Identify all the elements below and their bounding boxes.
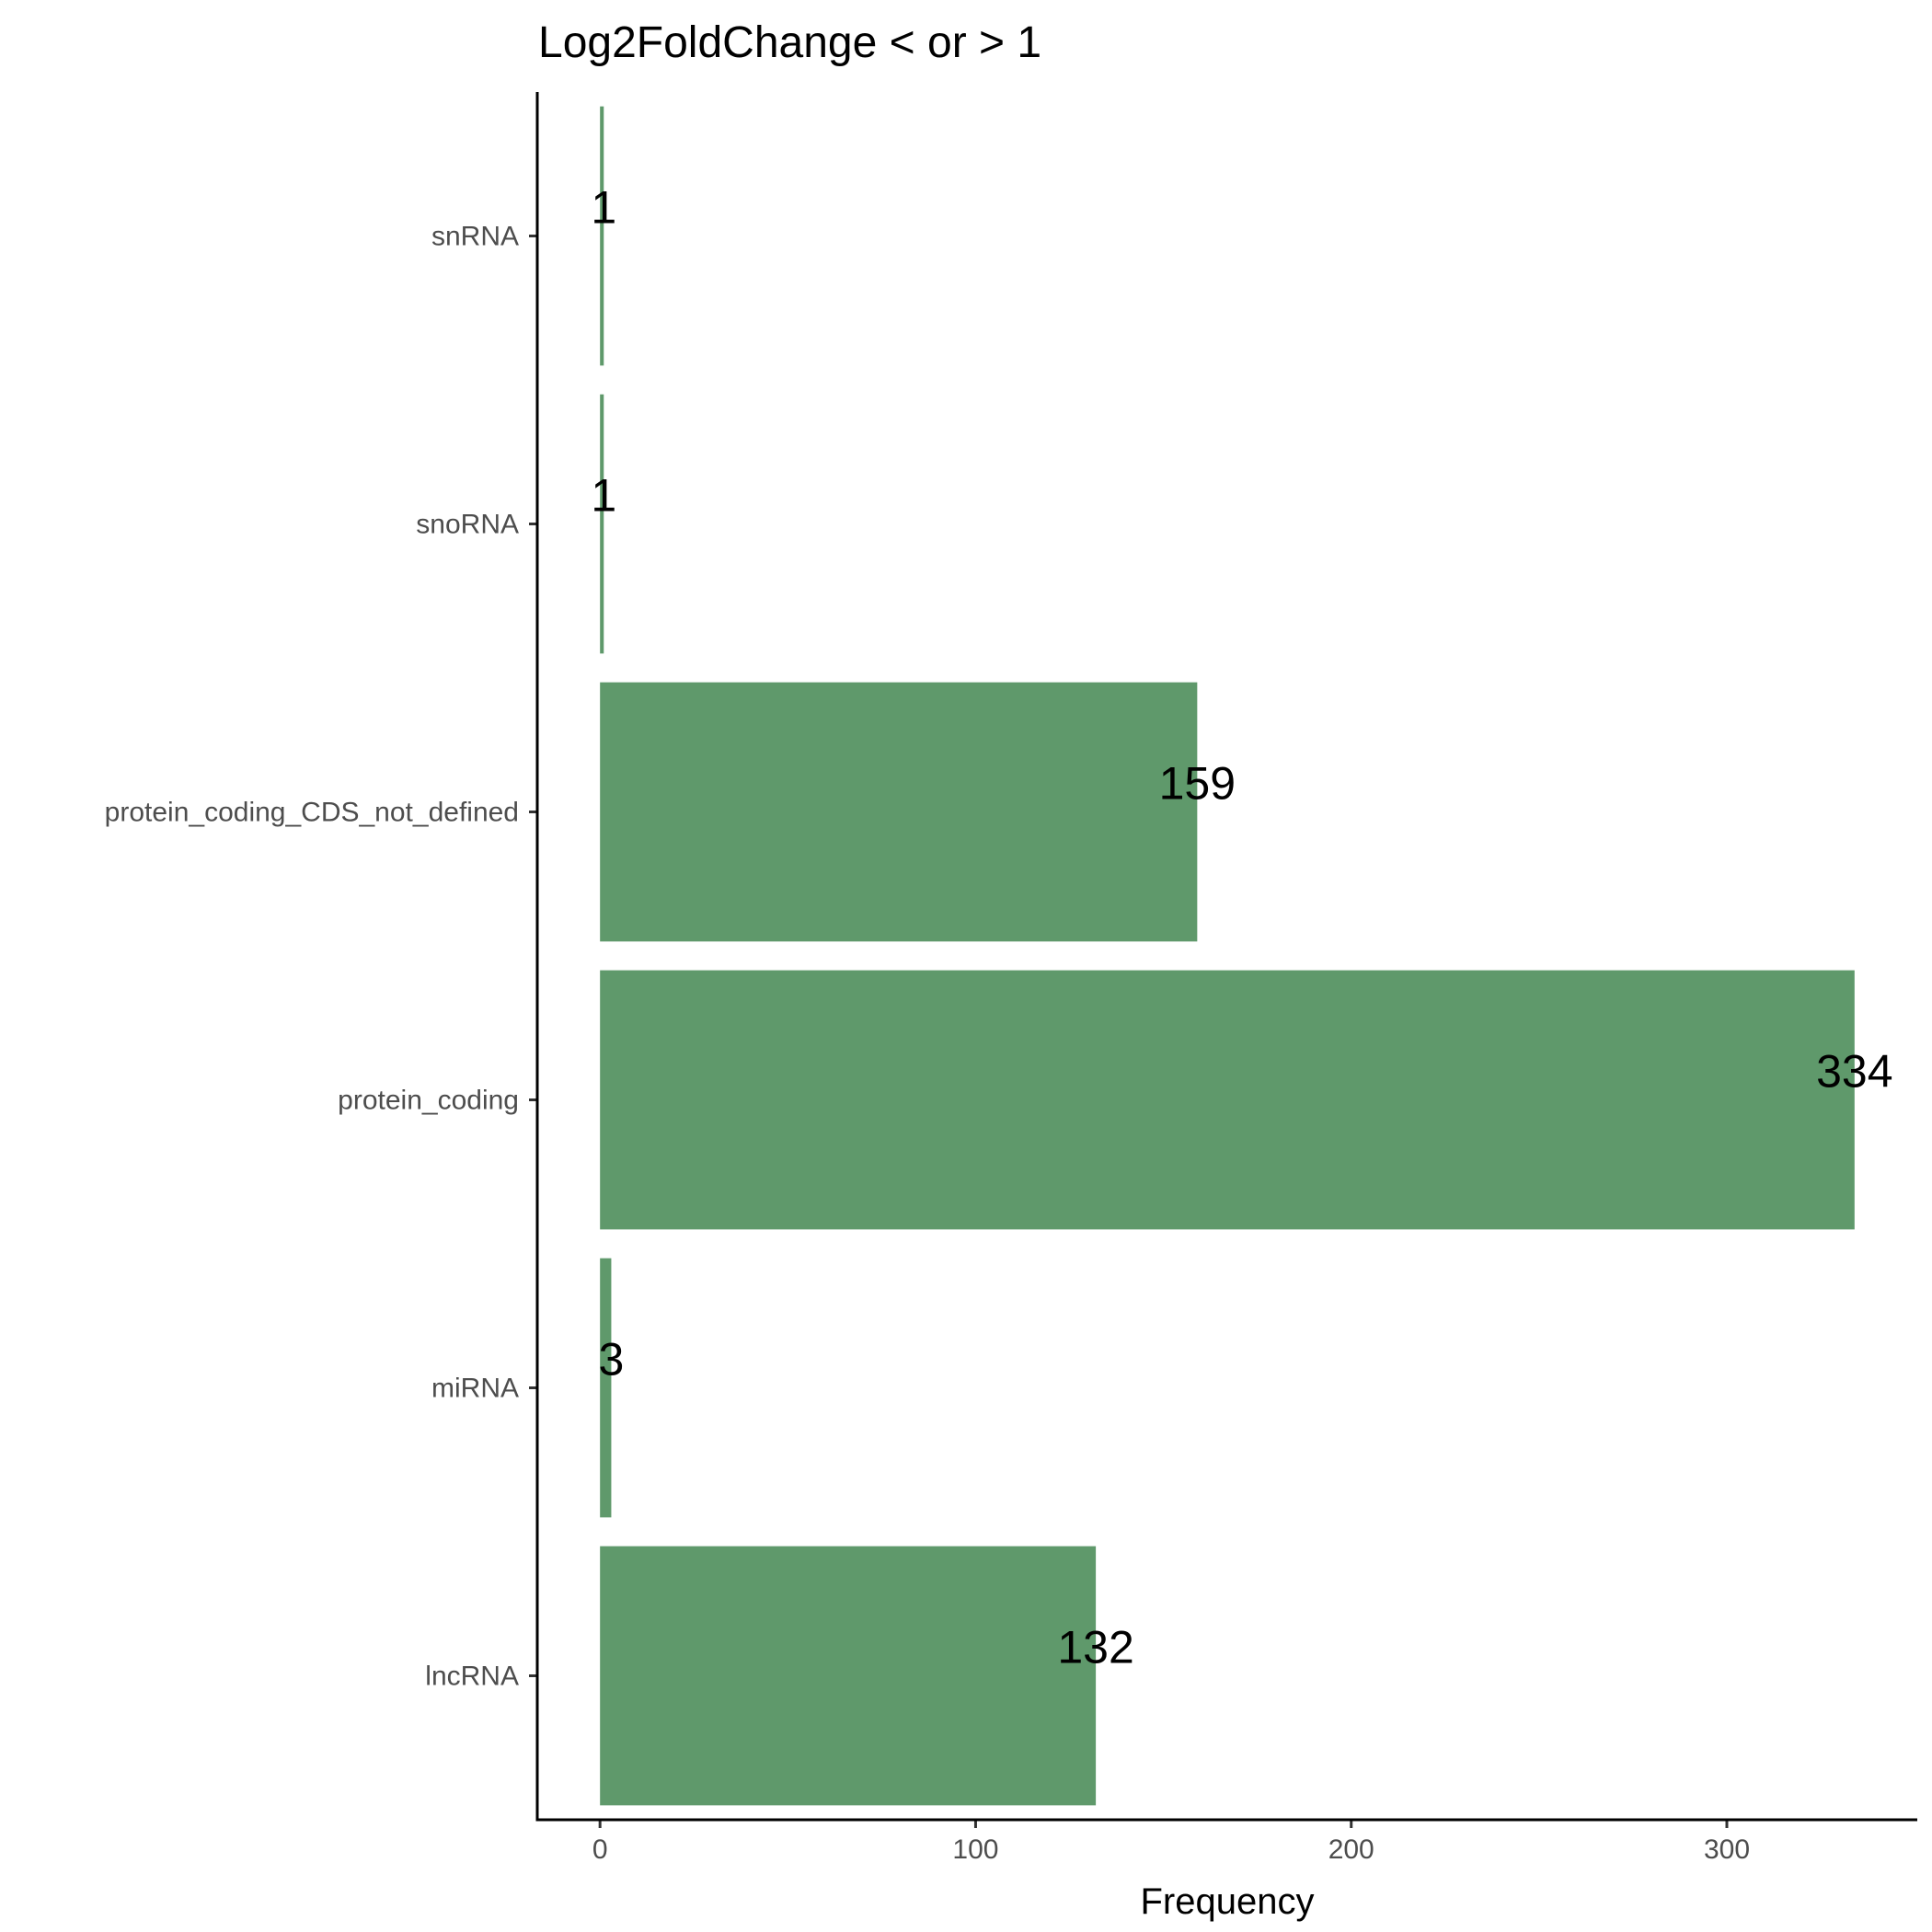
bar-protein_coding_CDS_not_defined [600,682,1198,942]
data-label-protein_coding: 334 [1816,1046,1892,1098]
x-tick-label-300: 300 [1704,1834,1750,1865]
x-axis-title: Frequency [1141,1881,1315,1922]
x-tick-label-200: 200 [1328,1834,1374,1865]
bar-snRNA [600,106,604,366]
y-tick-label-snoRNA: snoRNA [416,510,519,540]
x-tick-label-100: 100 [952,1834,998,1865]
bar-protein_coding [600,970,1855,1230]
chart-title: Log2FoldChange < or > 1 [538,18,1041,67]
data-label-miRNA: 3 [599,1334,625,1386]
y-tick-label-miRNA: miRNA [431,1374,519,1404]
data-label-snoRNA: 1 [591,470,616,522]
data-label-snRNA: 1 [591,182,616,234]
ticks-layer: lncRNA miRNA protein_coding protein_coding_… [105,222,1750,1866]
bars-layer [600,106,1855,1806]
bar-miRNA [600,1258,612,1518]
bar-snoRNA [600,394,604,654]
data-label-lncRNA: 132 [1057,1622,1133,1673]
data-label-protein_coding_CDS_not_defined: 159 [1159,758,1236,810]
y-tick-label-snRNA: snRNA [431,222,519,252]
data-labels-layer: 132 3 334 159 1 1 [591,182,1892,1673]
y-tick-label-lncRNA: lncRNA [425,1662,519,1692]
y-tick-label-protein_coding: protein_coding [338,1086,519,1116]
x-tick-label-0: 0 [592,1834,608,1865]
bar-lncRNA [600,1546,1097,1806]
y-tick-label-protein_coding_CDS_not_defined: protein_coding_CDS_not_defined [105,798,519,828]
